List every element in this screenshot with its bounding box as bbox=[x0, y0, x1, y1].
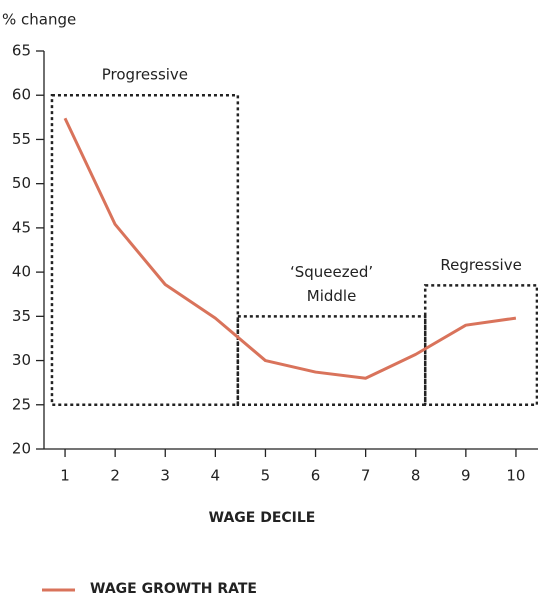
x-tick-label: 7 bbox=[361, 467, 371, 485]
y-tick-label: 25 bbox=[12, 395, 31, 413]
x-tick-label: 2 bbox=[110, 467, 120, 485]
x-tick-label: 4 bbox=[211, 467, 221, 485]
line bbox=[63, 117, 517, 380]
y-tick-label: 55 bbox=[12, 130, 31, 148]
y-axis-label: % change bbox=[2, 11, 76, 29]
y-tick-label: 35 bbox=[12, 307, 31, 325]
y-tick-label: 30 bbox=[12, 351, 31, 369]
x-tick-label: 6 bbox=[311, 467, 321, 485]
x-tick-label: 10 bbox=[506, 467, 525, 485]
x-tick-label: 9 bbox=[461, 467, 471, 485]
x-tick-label: 1 bbox=[60, 467, 70, 485]
x-tick-label: 5 bbox=[261, 467, 271, 485]
annotation-box bbox=[50, 93, 240, 407]
y-tick-label: 40 bbox=[12, 263, 31, 281]
y-tick-label: 65 bbox=[12, 42, 31, 60]
annotation-label: Progressive bbox=[102, 66, 188, 84]
y-tick-label: 60 bbox=[12, 86, 31, 104]
x-tick-label: 8 bbox=[411, 467, 421, 485]
y-tick-label: 50 bbox=[12, 174, 31, 192]
annotation-box bbox=[423, 284, 538, 407]
x-axis-label: WAGE DECILE bbox=[209, 510, 316, 526]
y-tick-label: 20 bbox=[12, 440, 31, 458]
legend-label: WAGE GROWTH RATE bbox=[90, 581, 257, 597]
annotation-label: Middle bbox=[307, 287, 357, 305]
x-tick-label: 3 bbox=[160, 467, 170, 485]
annotation-label: ‘Squeezed’ bbox=[290, 263, 373, 281]
annotation-label: Regressive bbox=[440, 256, 521, 274]
y-tick-label: 45 bbox=[12, 218, 31, 236]
